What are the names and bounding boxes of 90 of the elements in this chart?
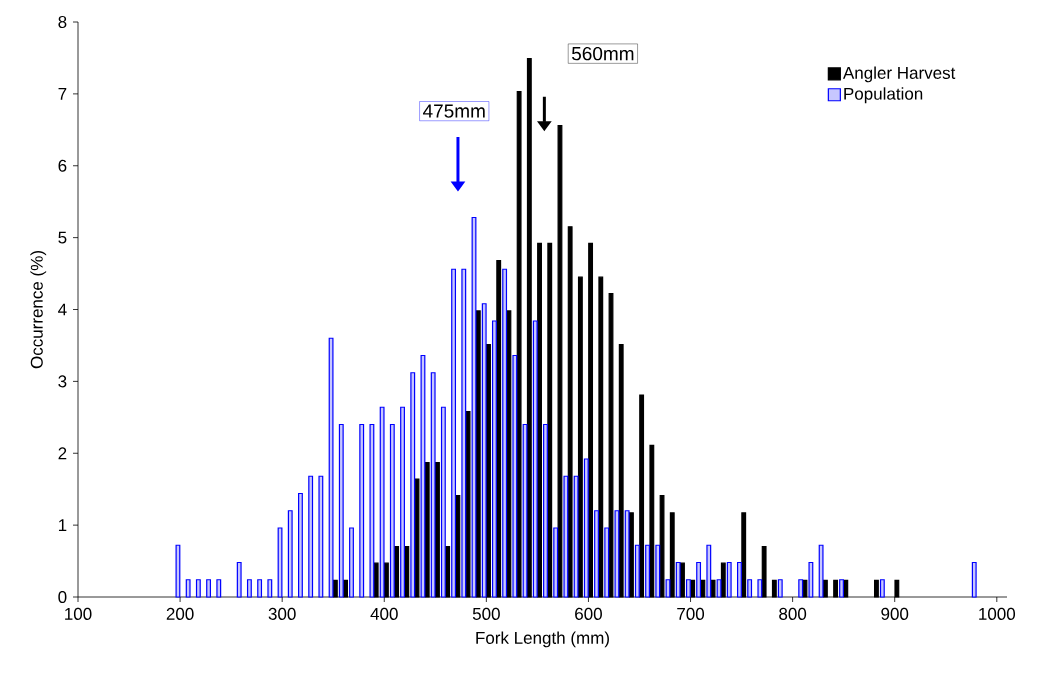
bar	[634, 544, 640, 598]
bar	[277, 527, 283, 598]
bar	[267, 579, 273, 598]
bar	[410, 372, 416, 598]
bar	[175, 544, 181, 598]
x-tick-label: 900	[881, 607, 909, 620]
bar	[359, 423, 365, 598]
y-tick-label: 5	[58, 231, 67, 244]
bar	[206, 579, 212, 598]
bar	[675, 561, 681, 598]
bar	[298, 492, 303, 598]
bar	[737, 561, 742, 598]
bar	[696, 561, 702, 598]
bar	[573, 475, 579, 598]
y-tick-label: 6	[58, 159, 67, 172]
bar	[971, 561, 977, 598]
y-tick-label: 0	[58, 590, 67, 604]
x-tick-label: 100	[65, 607, 92, 620]
y-tick-label: 8	[58, 15, 67, 29]
y-axis-title: Occurrence (%)	[30, 251, 47, 369]
bar	[685, 579, 691, 598]
bar	[236, 561, 242, 598]
x-tick-label: 600	[575, 607, 602, 620]
bar	[543, 423, 548, 598]
bar	[246, 579, 252, 598]
x-tick-label: 300	[268, 607, 296, 620]
bar	[563, 475, 569, 598]
x-tick-label: 800	[779, 607, 807, 620]
bar	[645, 544, 650, 598]
annotation: 475mm	[423, 104, 485, 118]
bar	[369, 423, 375, 598]
y-tick-label: 4	[58, 303, 67, 316]
y-tick-label: 2	[58, 447, 67, 460]
bar	[461, 268, 467, 598]
x-tick-label: 700	[677, 607, 705, 620]
bar	[553, 527, 559, 598]
bar	[614, 510, 620, 598]
bar	[879, 579, 885, 598]
bar	[665, 579, 671, 598]
x-tick-label: 200	[166, 607, 194, 620]
bar	[594, 510, 599, 598]
legend-label: Population	[844, 87, 923, 104]
bar	[659, 495, 665, 598]
x-tick-label: 1000	[979, 607, 1016, 620]
bar	[195, 579, 201, 598]
bar	[287, 510, 293, 598]
bar	[655, 544, 661, 598]
bar	[808, 561, 814, 598]
bar	[481, 303, 487, 598]
bar	[839, 579, 844, 598]
bar	[440, 406, 446, 598]
bar	[522, 423, 528, 598]
bar	[185, 579, 191, 598]
bar	[757, 579, 763, 598]
bar	[349, 527, 354, 598]
bar	[502, 268, 508, 598]
x-tick-label: 500	[472, 607, 500, 620]
bar	[491, 320, 497, 598]
x-tick-label: 400	[370, 607, 398, 620]
bar	[706, 544, 712, 598]
bar	[379, 406, 385, 598]
bar	[604, 527, 610, 598]
y-tick-label: 7	[58, 88, 67, 100]
bar	[430, 372, 436, 598]
bar	[583, 458, 589, 598]
bar	[257, 579, 263, 598]
bar	[747, 579, 753, 598]
bar	[328, 337, 334, 598]
bar	[818, 544, 824, 598]
annotation: 560mm	[571, 46, 634, 61]
bar	[798, 579, 804, 598]
bar	[216, 579, 222, 598]
bar	[318, 475, 324, 598]
bar	[624, 510, 630, 598]
bar	[420, 354, 426, 598]
bar	[400, 406, 405, 598]
x-axis-title: Fork Length (mm)	[476, 631, 609, 648]
legend-label: Angler Harvest	[842, 66, 956, 83]
y-tick-label: 3	[58, 375, 67, 388]
bar	[389, 423, 395, 598]
bar	[716, 579, 722, 598]
bar	[308, 475, 314, 598]
bar	[338, 423, 344, 598]
bar	[726, 561, 732, 598]
bar	[451, 268, 457, 598]
bar	[532, 320, 538, 598]
bar	[512, 354, 518, 598]
y-tick-label: 1	[58, 519, 67, 531]
bar	[777, 579, 783, 598]
bar	[414, 478, 420, 598]
